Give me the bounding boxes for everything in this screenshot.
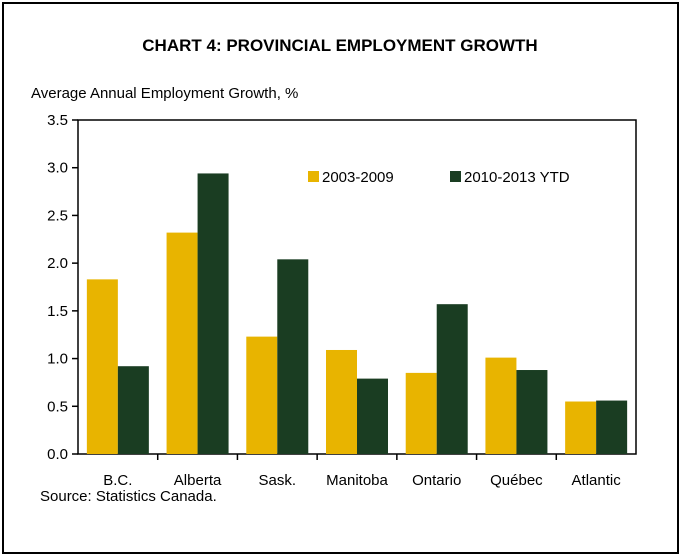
x-tick-label: Sask.	[259, 472, 297, 489]
source-note: Source: Statistics Canada.	[40, 488, 217, 505]
bar-series1-4	[405, 372, 437, 454]
y-tick-label: 0.5	[47, 398, 68, 415]
bar-series2-2	[277, 259, 309, 454]
y-tick-label: 2.0	[47, 255, 68, 272]
bar-series2-6	[596, 400, 628, 454]
bar-series1-0	[86, 279, 118, 454]
bar-series1-3	[326, 349, 357, 454]
y-tick-label: 1.0	[47, 351, 68, 368]
bar-series2-5	[516, 370, 548, 454]
y-tick-label: 3.0	[47, 160, 68, 177]
x-tick-label: Québec	[490, 472, 543, 489]
bar-series2-3	[357, 378, 388, 454]
y-axis-label: Average Annual Employment Growth, %	[31, 85, 298, 102]
legend-label-1: 2003-2009	[322, 169, 394, 186]
y-tick-label: 3.5	[47, 112, 68, 129]
legend-swatch-1	[308, 171, 319, 182]
y-tick-label: 1.5	[47, 303, 68, 320]
y-tick-label: 2.5	[47, 207, 68, 224]
plot-area: 0.0 0.5 1.0 1.5 2.0 2.5 3.0 3.5 B.C. Alberta Sask.…	[47, 112, 637, 489]
bar-series1-6	[565, 401, 597, 454]
x-tick-label: B.C.	[103, 472, 132, 489]
x-tick-label: Manitoba	[326, 472, 388, 489]
x-tick-label: Ontario	[412, 472, 461, 489]
bar-series1-5	[485, 357, 517, 454]
chart-title: CHART 4: PROVINCIAL EMPLOYMENT GROWTH	[142, 36, 537, 55]
bar-series1-1	[166, 232, 198, 454]
legend-label-2: 2010-2013 YTD	[464, 169, 570, 186]
bar-series2-4	[436, 304, 468, 454]
x-tick-label: Alberta	[174, 472, 222, 489]
chart-svg: CHART 4: PROVINCIAL EMPLOYMENT GROWTH Av…	[31, 36, 637, 505]
legend: 2003-2009 2010-2013 YTD	[308, 169, 570, 186]
legend-swatch-2	[450, 171, 461, 182]
x-tick-label: Atlantic	[572, 472, 622, 489]
y-tick-label: 0.0	[47, 446, 68, 463]
bar-series1-2	[246, 336, 278, 454]
bar-series2-0	[117, 366, 149, 454]
bar-series2-1	[197, 173, 229, 454]
